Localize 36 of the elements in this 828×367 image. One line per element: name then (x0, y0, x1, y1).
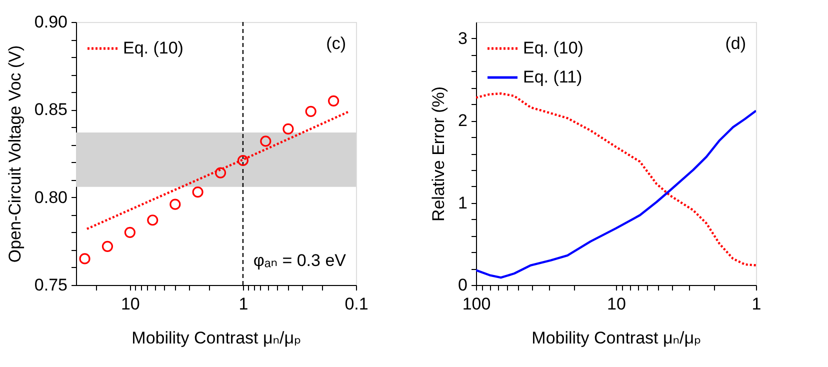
legend-label: Eq. (11) (523, 68, 582, 86)
point (282, 123, 294, 134)
y-tick-label: 1 (458, 193, 468, 212)
point (192, 186, 204, 198)
y-tick-label: 3 (458, 28, 468, 48)
y-tick-label: 0 (458, 276, 468, 294)
y-axis-title: Open-Circuit Voltage Voc (V) (5, 45, 24, 263)
point (328, 95, 340, 106)
x-axis-title: Mobility Contrast μₙ/μₚ (132, 328, 302, 348)
x-tick-label: 0.1 (344, 294, 368, 314)
x-axis-title: Mobility Contrast μₙ/μₚ (532, 328, 702, 348)
y-tick-label: 0.80 (34, 188, 68, 207)
legend-label: Eq. (10) (123, 38, 184, 58)
y-tick-label: 2 (458, 111, 468, 130)
point (237, 154, 249, 166)
point (147, 214, 158, 226)
x-tick-label: 10 (120, 294, 140, 314)
point (305, 106, 316, 117)
y-tick-label: 0.75 (34, 276, 68, 294)
y-tick-label: 0.85 (34, 100, 68, 120)
y-axis-title: Relative Error (%) (429, 86, 448, 222)
x-tick-label: 10 (607, 294, 626, 314)
annotation: φₐₙ = 0.3 eV (253, 251, 347, 270)
point (102, 240, 114, 252)
x-tick-label: 100 (462, 294, 491, 314)
point (124, 226, 136, 238)
point (170, 198, 181, 210)
y-tick-label: 0.90 (34, 12, 68, 32)
point (79, 253, 90, 264)
point (214, 167, 226, 178)
x-tick-label: 1 (238, 294, 248, 314)
x-tick-label: 1 (752, 294, 762, 314)
annotation: (c) (326, 34, 346, 53)
legend-label: Eq. (10) (523, 38, 584, 58)
annotation: (d) (725, 34, 746, 53)
point (260, 136, 272, 147)
